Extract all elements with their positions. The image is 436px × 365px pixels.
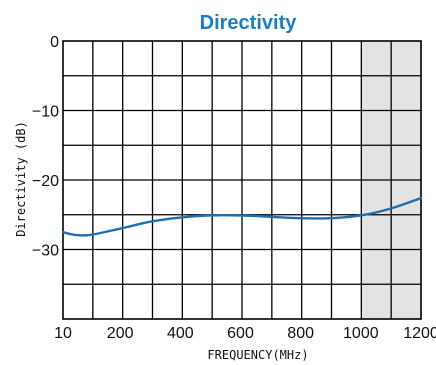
x-tick-label: 1200	[403, 325, 436, 342]
x-axis-label: FREQUENCY(MHz)	[207, 348, 308, 362]
x-tick-label: 400	[167, 325, 194, 342]
x-tick-label: 1000	[343, 325, 379, 342]
y-tick-label: −30	[32, 243, 59, 260]
y-tick-label: −10	[32, 104, 59, 121]
y-axis-label: Directivity (dB)	[14, 121, 28, 237]
plot-frame	[62, 40, 422, 320]
y-tick-labels: 0 −10 −20 −30	[32, 34, 59, 260]
y-tick-label: −20	[32, 173, 59, 190]
y-tick-label: 0	[50, 34, 59, 51]
x-tick-label: 200	[107, 325, 134, 342]
grid-lines	[63, 41, 421, 319]
directivity-series-line	[61, 196, 423, 237]
x-tick-labels: 10 200 400 600 800 1000 1200	[54, 325, 436, 342]
chart-title: Directivity	[200, 12, 298, 34]
x-tick-label: 10	[54, 325, 72, 342]
x-tick-label: 600	[227, 325, 254, 342]
x-tick-label: 800	[287, 325, 314, 342]
